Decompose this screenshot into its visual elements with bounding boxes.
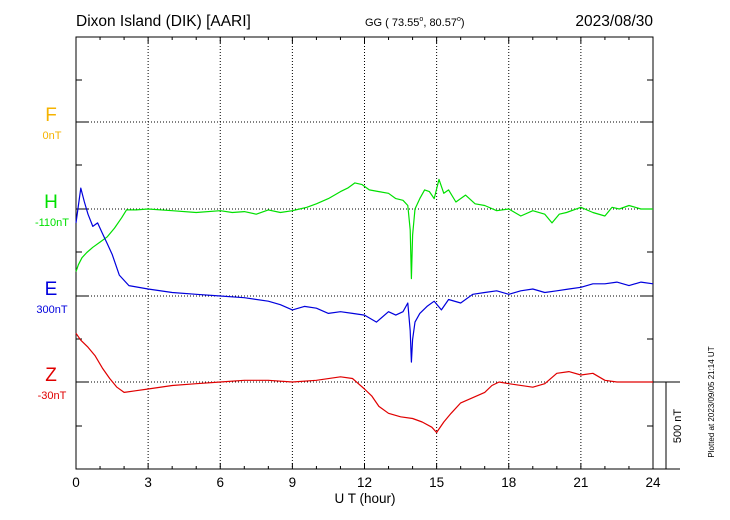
series-name-z: Z [45, 365, 57, 386]
x-tick-label: 9 [289, 475, 297, 490]
x-axis-label: U T (hour) [334, 491, 395, 506]
x-tick-label: 0 [72, 475, 80, 490]
scale-bar [653, 381, 680, 470]
series-baseline-e: 300nT [36, 304, 67, 316]
scale-bar-label: 500 nT [672, 409, 684, 444]
series-name-h: H [44, 192, 58, 213]
series-baseline-h: -110nT [35, 217, 69, 229]
x-tick-label: 21 [573, 475, 588, 490]
x-tick-label: 18 [501, 475, 516, 490]
series-name-e: E [45, 279, 58, 300]
series-line-z [75, 332, 653, 434]
grid-layer [76, 37, 653, 469]
series-line-e [75, 187, 654, 363]
series-line-h [75, 178, 653, 280]
tick-layer: 0 3 6 9 12 15 18 21 24 [72, 37, 661, 490]
x-tick-label: 24 [645, 475, 661, 490]
x-tick-label: 15 [429, 475, 444, 490]
series-name-f: F [45, 105, 57, 126]
geographic-coords: GG ( 73.55o, 80.57o) [365, 16, 465, 29]
series-baseline-z: -30nT [38, 390, 67, 402]
x-tick-label: 3 [144, 475, 152, 490]
station-title: Dixon Island (DIK) [AARI] [76, 13, 251, 30]
x-tick-label: 6 [216, 475, 224, 490]
series-baseline-f: 0nT [43, 130, 62, 142]
plotted-timestamp: Plotted at 2023/09/05 21:14 UT [707, 346, 716, 457]
x-tick-label: 12 [357, 475, 372, 490]
date-label: 2023/08/30 [575, 13, 653, 30]
series-layer: F 0nT H -110nT E 300nT Z -30nT [35, 105, 654, 434]
